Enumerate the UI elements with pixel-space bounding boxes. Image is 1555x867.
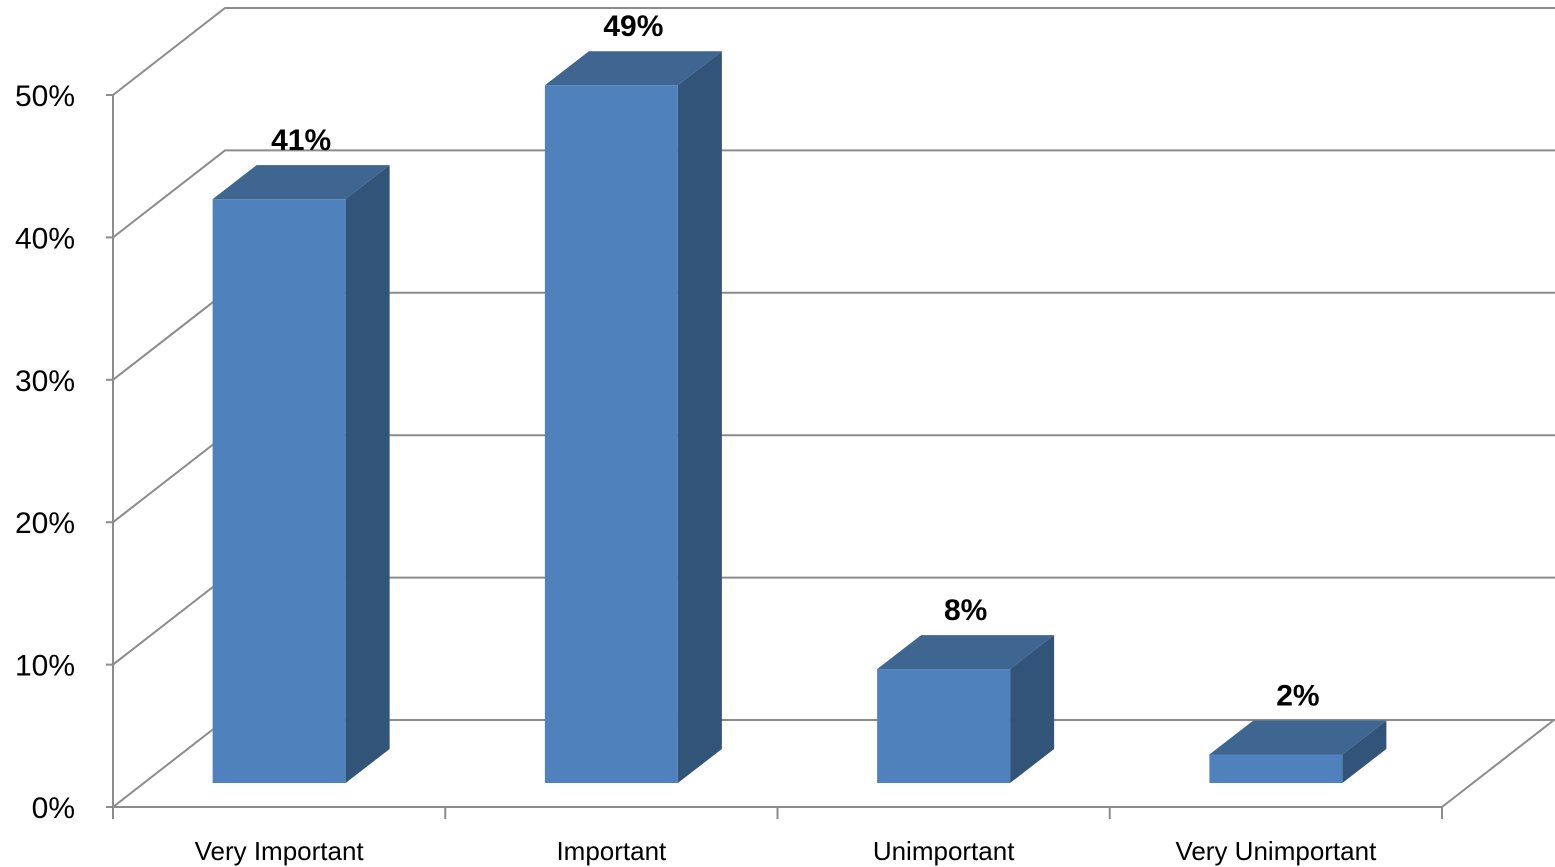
floor-right-edge bbox=[1441, 719, 1555, 808]
data-label: 8% bbox=[944, 594, 987, 627]
bar-top bbox=[1209, 720, 1387, 755]
x-tick-label: Important bbox=[556, 836, 667, 866]
bar bbox=[212, 199, 346, 783]
bar-top bbox=[877, 635, 1055, 670]
y-tick-label: 10% bbox=[15, 650, 75, 683]
x-tick-label: Unimportant bbox=[873, 836, 1015, 866]
bar bbox=[544, 85, 678, 784]
y-tick-label: 20% bbox=[15, 507, 75, 540]
axis-layer bbox=[106, 94, 1555, 819]
label-layer: 0% 10% 20% 30% 40% 50% 41% Very Important 49% Imp… bbox=[15, 10, 1377, 866]
bar bbox=[1209, 754, 1343, 783]
y-tick-label: 0% bbox=[32, 792, 75, 825]
data-label: 41% bbox=[271, 124, 331, 157]
gridline bbox=[112, 7, 1555, 96]
bar-layer bbox=[212, 51, 1387, 784]
bar bbox=[877, 669, 1011, 783]
y-tick-label: 50% bbox=[15, 80, 75, 113]
x-tick-label: Very Unimportant bbox=[1175, 836, 1377, 866]
bar-side bbox=[677, 51, 722, 784]
bar-side bbox=[1342, 720, 1387, 783]
x-tick-label: Very Important bbox=[195, 836, 365, 866]
bar-top bbox=[544, 51, 722, 86]
gridline bbox=[112, 149, 1555, 239]
bar-top bbox=[212, 165, 390, 200]
data-label: 49% bbox=[603, 10, 663, 43]
bar-side bbox=[1010, 635, 1055, 783]
y-tick-label: 40% bbox=[15, 222, 75, 255]
bar-side bbox=[345, 165, 390, 783]
y-tick-label: 30% bbox=[15, 365, 75, 398]
data-label: 2% bbox=[1276, 680, 1319, 713]
